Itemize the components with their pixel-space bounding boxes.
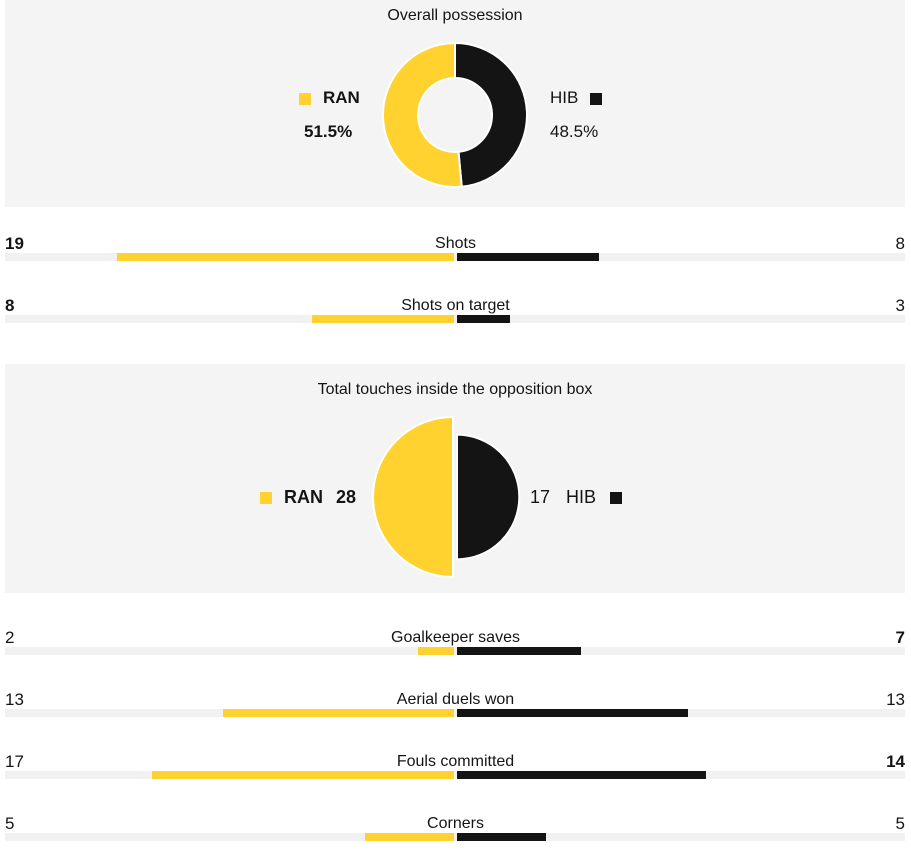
stat-away-value: 7 [895,628,905,647]
stat-home-value: 13 [5,690,24,709]
stat-home-value: 17 [5,752,24,771]
stat-row-aerial-duels-won: 13 Aerial duels won 13 [0,689,911,739]
touches-home-value: 28 [336,487,357,507]
stat-row-shots: 19 Shots 8 [0,233,911,283]
stat-away-value: 5 [895,814,905,833]
stat-away-bar [457,833,546,841]
stat-away-value: 8 [895,234,905,253]
stat-away-value: 14 [886,752,905,771]
touches-away-label: HIB [566,487,597,507]
stat-label: Corners [427,815,484,832]
stat-track [5,833,905,841]
stat-home-value: 8 [5,296,15,315]
possession-away-label: HIB [550,88,579,107]
stat-label: Fouls committed [396,753,515,770]
touches-panel: Total touches inside the opposition box … [5,364,905,593]
stat-away-bar [457,709,688,717]
possession-donut-chart [381,41,528,188]
stat-home-bar [418,647,454,655]
stat-home-bar [152,771,454,779]
stat-home-bar [223,709,454,717]
touches-away-half [456,433,521,561]
stat-track [5,771,905,779]
possession-panel: Overall possession RAN 51.5% HIB 48.5% [5,0,905,207]
stat-away-bar [457,315,511,323]
touches-title: Total touches inside the opposition box [317,381,593,398]
stat-home-bar [365,833,454,841]
stat-away-bar [457,771,706,779]
stat-track [5,709,905,717]
stat-label: Shots [435,235,476,252]
stat-away-bar [457,647,582,655]
stat-row-goalkeeper-saves: 2 Goalkeeper saves 7 [0,627,911,677]
stat-away-value: 13 [886,690,905,709]
touches-away-swatch [610,492,622,504]
touches-pie-chart [372,415,521,579]
stat-home-bar [311,315,454,323]
possession-home-slice [381,41,463,188]
stat-row-fouls-committed: 17 Fouls committed 14 [0,751,911,801]
touches-away-value: 17 [530,487,551,507]
stat-track [5,647,905,655]
possession-home-swatch [299,93,311,105]
stat-away-bar [457,253,600,261]
stat-track [5,315,905,323]
stat-label: Goalkeeper saves [391,629,520,646]
stat-label: Shots on target [401,297,510,314]
stat-track [5,253,905,261]
stat-home-value: 2 [5,628,15,647]
stat-home-value: 19 [5,234,24,253]
stat-label: Aerial duels won [396,691,515,708]
possession-away-value: 48.5% [550,122,599,141]
possession-title: Overall possession [387,7,523,24]
stat-away-value: 3 [895,296,905,315]
possession-home-label: RAN [323,88,360,107]
touches-home-label: RAN [284,487,323,507]
stat-home-bar [116,253,454,261]
possession-away-swatch [590,93,602,105]
stat-row-shots-on-target: 8 Shots on target 3 [0,295,911,345]
possession-home-value: 51.5% [304,122,353,141]
stat-home-value: 5 [5,814,15,833]
possession-away-slice [454,41,528,188]
touches-home-swatch [260,492,272,504]
stat-row-corners: 5 Corners 5 [0,813,911,863]
touches-home-half [372,415,454,579]
